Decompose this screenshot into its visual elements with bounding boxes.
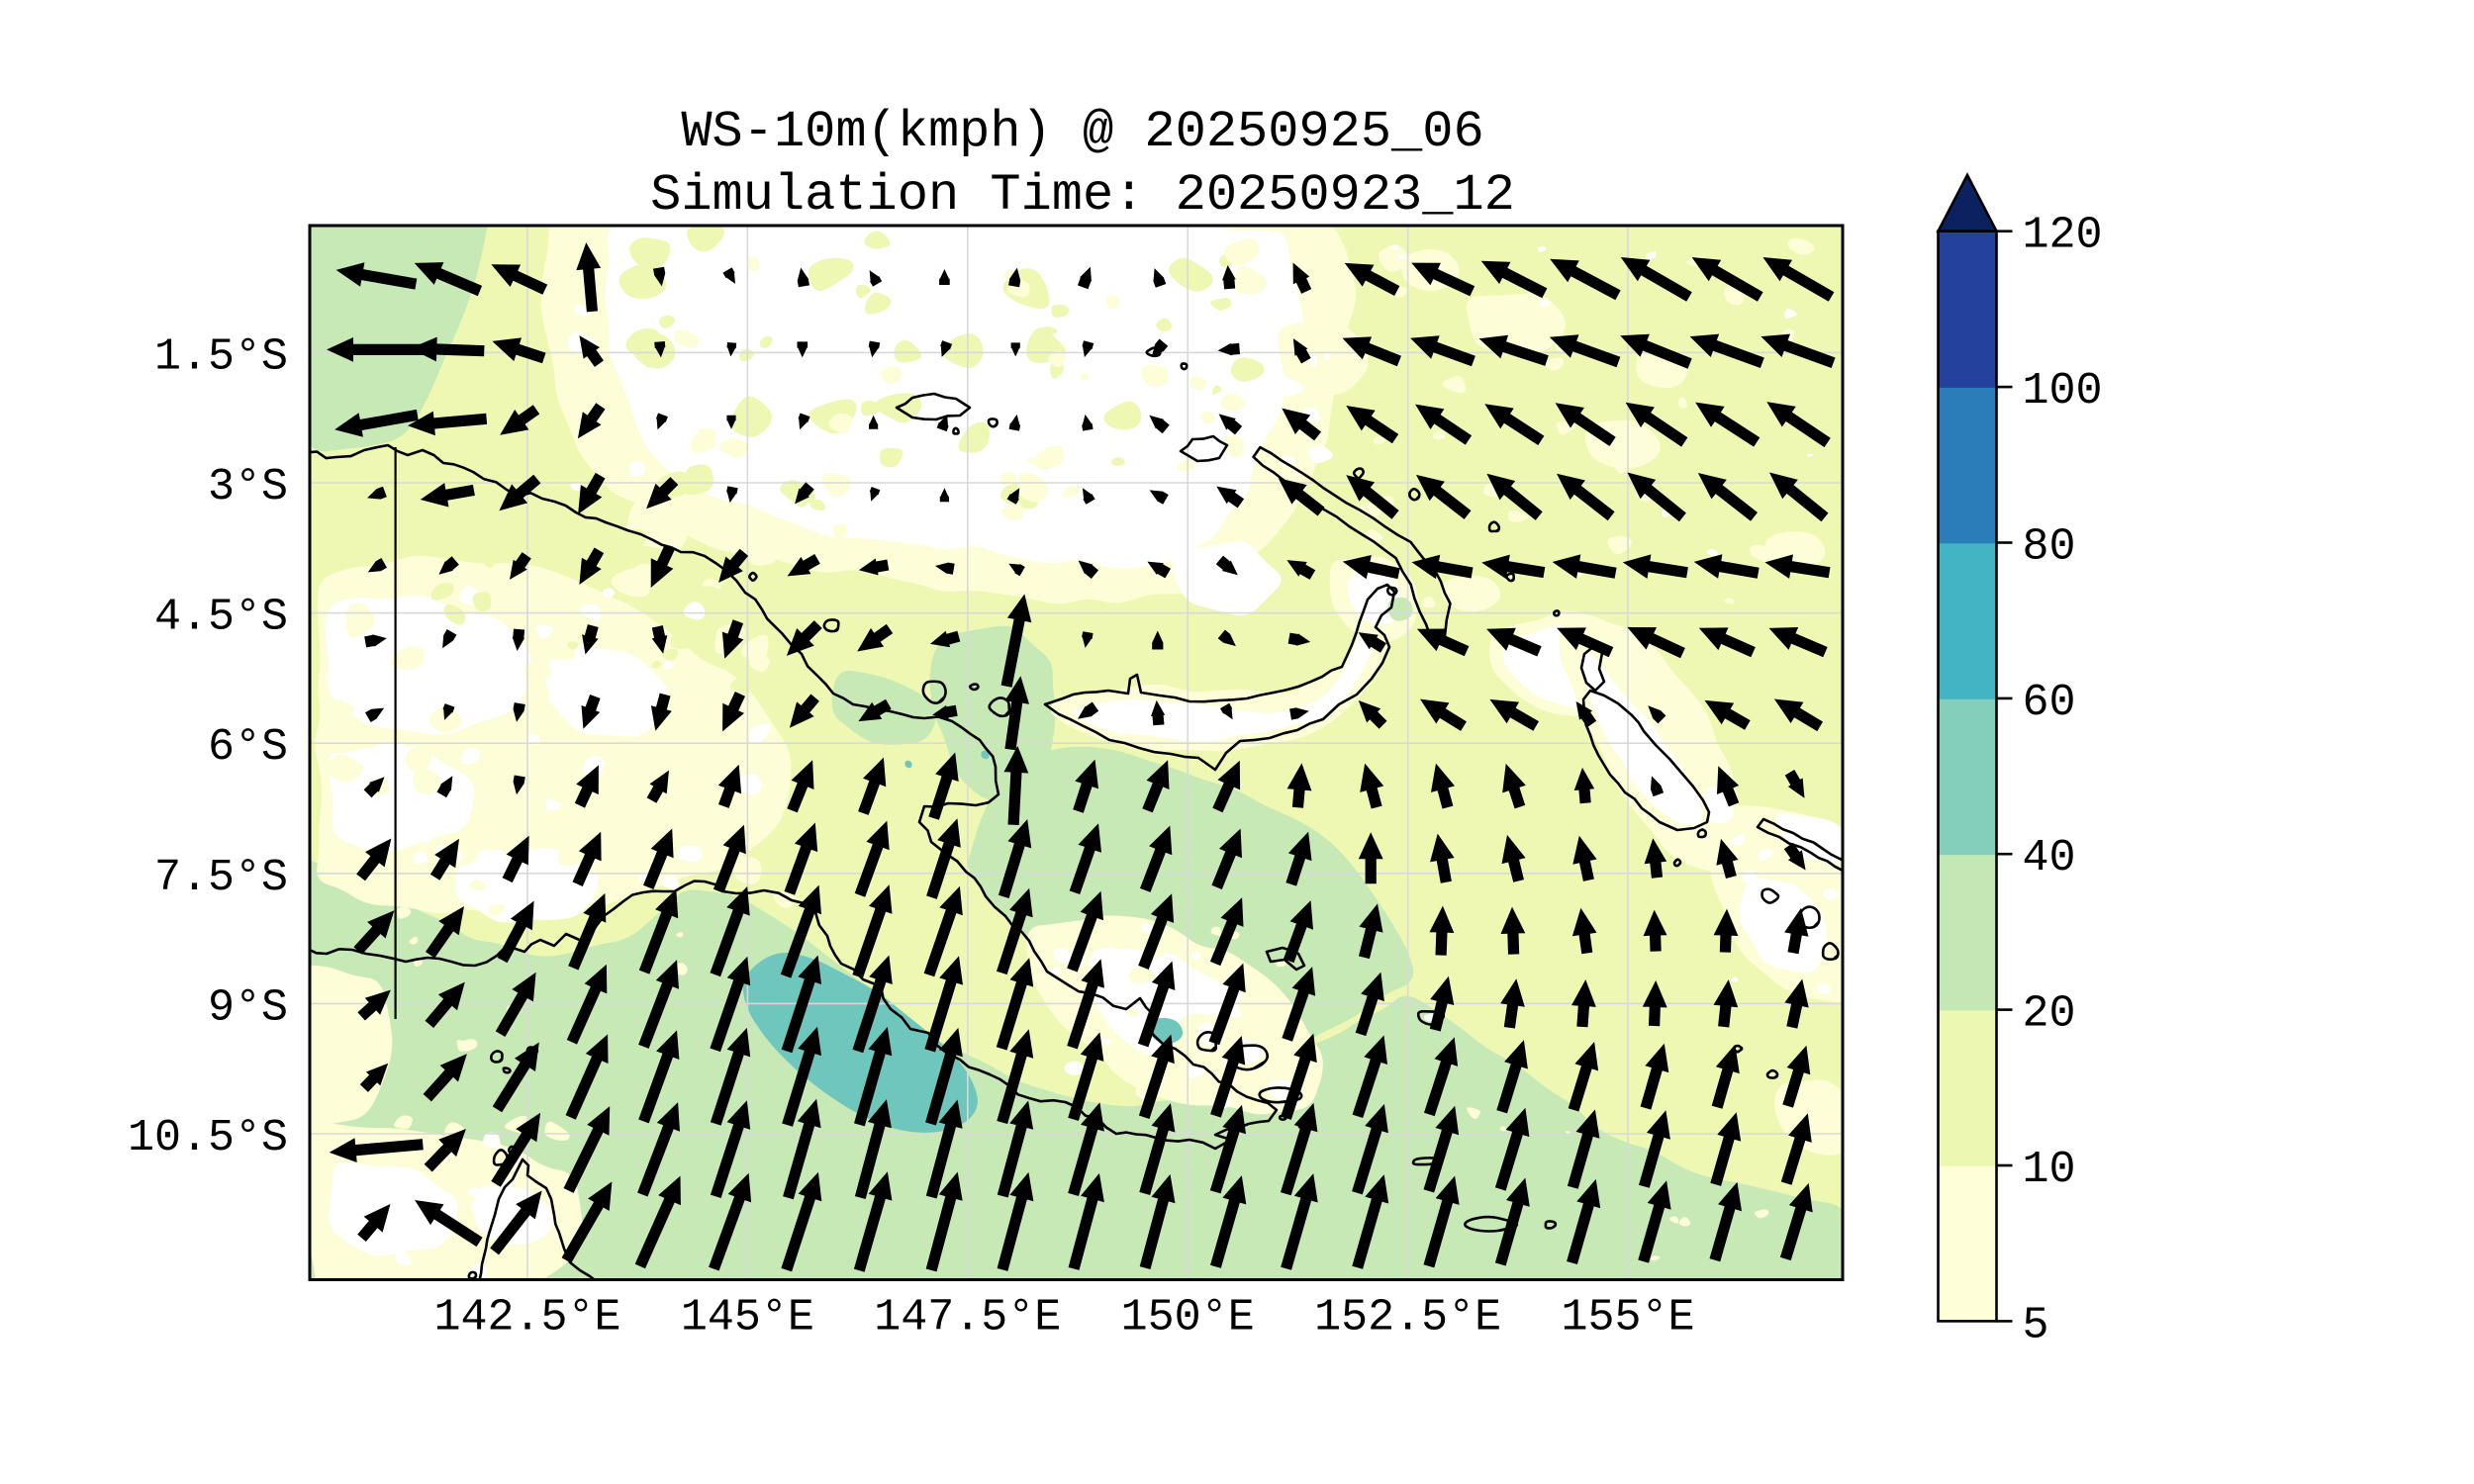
svg-text:150°E: 150°E xyxy=(1121,1293,1255,1344)
svg-text:155°E: 155°E xyxy=(1561,1293,1694,1344)
svg-text:142.5°E: 142.5°E xyxy=(433,1293,620,1344)
svg-text:145°E: 145°E xyxy=(681,1293,814,1344)
svg-text:10.5°S: 10.5°S xyxy=(128,1113,288,1163)
svg-text:80: 80 xyxy=(2023,522,2076,573)
svg-text:20: 20 xyxy=(2023,989,2076,1040)
svg-text:7.5°S: 7.5°S xyxy=(154,853,288,903)
svg-text:4.5°S: 4.5°S xyxy=(154,593,288,643)
svg-text:9°S: 9°S xyxy=(208,982,288,1033)
svg-text:6°S: 6°S xyxy=(208,722,288,773)
svg-text:5: 5 xyxy=(2023,1300,2049,1350)
svg-text:152.5°E: 152.5°E xyxy=(1314,1293,1501,1344)
svg-text:60: 60 xyxy=(2023,678,2076,728)
svg-text:Simulation Time: 20250923_12: Simulation Time: 20250923_12 xyxy=(650,166,1515,225)
svg-text:147.5°E: 147.5°E xyxy=(874,1293,1061,1344)
svg-text:3°S: 3°S xyxy=(208,462,288,512)
svg-text:1.5°S: 1.5°S xyxy=(154,331,288,382)
svg-text:120: 120 xyxy=(2023,211,2103,261)
svg-text:40: 40 xyxy=(2023,833,2076,883)
svg-text:10: 10 xyxy=(2023,1145,2076,1195)
svg-text:WS-10m(kmph) @ 20250925_06: WS-10m(kmph) @ 20250925_06 xyxy=(681,103,1483,161)
svg-text:100: 100 xyxy=(2023,366,2103,417)
